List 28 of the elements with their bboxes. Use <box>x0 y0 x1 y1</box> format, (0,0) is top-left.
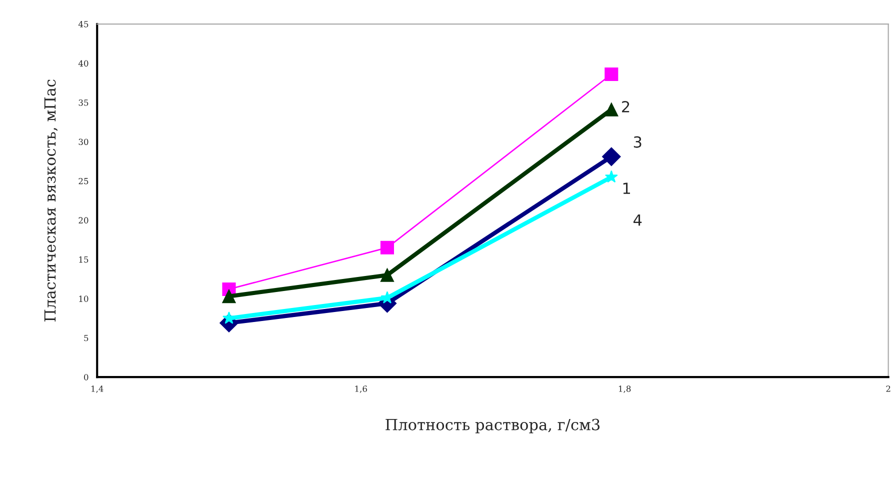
x-tick-label: 2 <box>886 386 890 392</box>
point <box>222 290 236 304</box>
point <box>604 67 618 82</box>
point <box>602 147 621 166</box>
x-tick-label: 1,8 <box>618 386 631 393</box>
point <box>380 240 394 254</box>
y-tick-label: 10 <box>79 296 88 302</box>
y-tick-label: 15 <box>79 256 88 263</box>
y-axis-title: Пластическая вязкость, мПас <box>44 80 58 322</box>
point <box>380 291 394 304</box>
x-tick-label: 1,4 <box>92 386 104 393</box>
y-tick-label: 40 <box>78 60 88 67</box>
y-tick-label: 5 <box>84 334 88 342</box>
annotation: 2 <box>622 100 630 112</box>
y-tick-label: 30 <box>78 138 88 146</box>
point <box>380 268 394 282</box>
y-tick-label: 25 <box>78 178 88 184</box>
y-tick-label: 20 <box>78 217 88 224</box>
x-axis-title: Плотность раствора, г/см3 <box>386 418 600 434</box>
point <box>604 170 618 183</box>
annotation: 4 <box>634 214 642 226</box>
annotation: 1 <box>623 182 630 194</box>
y-tick-label: 45 <box>78 21 88 28</box>
annotation: 3 <box>634 136 642 148</box>
y-tick-label: 0 <box>84 374 88 380</box>
x-tick-label: 1,6 <box>355 386 367 393</box>
y-tick-label: 35 <box>78 99 88 106</box>
point <box>604 102 618 116</box>
